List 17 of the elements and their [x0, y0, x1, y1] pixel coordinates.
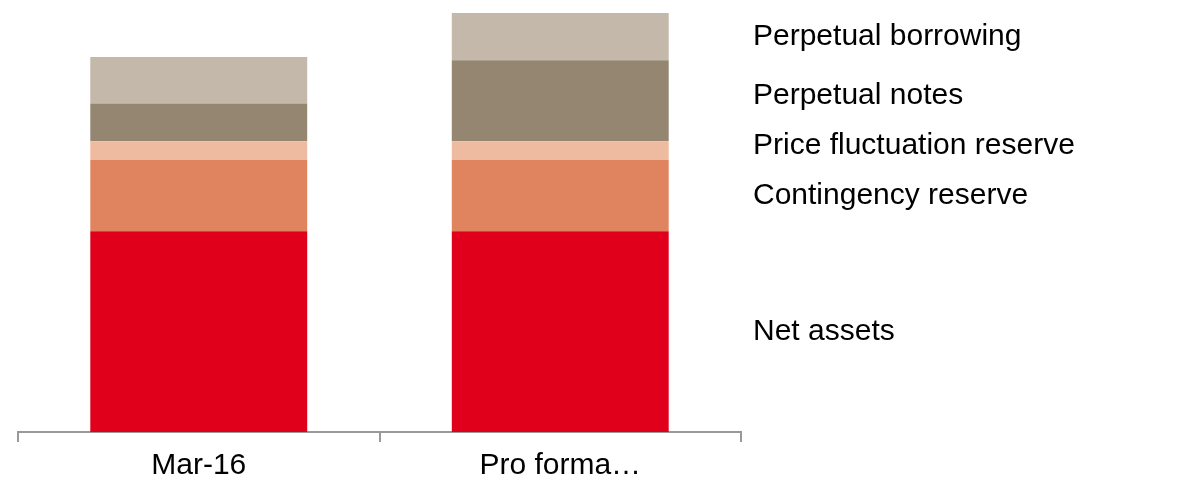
bar	[451, 231, 669, 432]
bar	[451, 13, 669, 61]
text: Price fluctuation reserve	[753, 126, 1075, 160]
bar	[451, 141, 669, 161]
bar	[90, 57, 308, 104]
x-tick-label: Pro forma…	[479, 447, 642, 481]
text: Net assets	[753, 312, 895, 346]
bar	[90, 231, 308, 432]
text: Perpetual notes	[753, 76, 964, 110]
bar	[90, 141, 308, 161]
text: Perpetual borrowing	[753, 17, 1022, 51]
bar	[90, 103, 308, 142]
bar	[451, 60, 669, 142]
bar	[451, 160, 669, 232]
bar	[90, 160, 308, 232]
text: Contingency reserve	[753, 176, 1029, 210]
x-tick-label: Mar-16	[151, 447, 247, 481]
